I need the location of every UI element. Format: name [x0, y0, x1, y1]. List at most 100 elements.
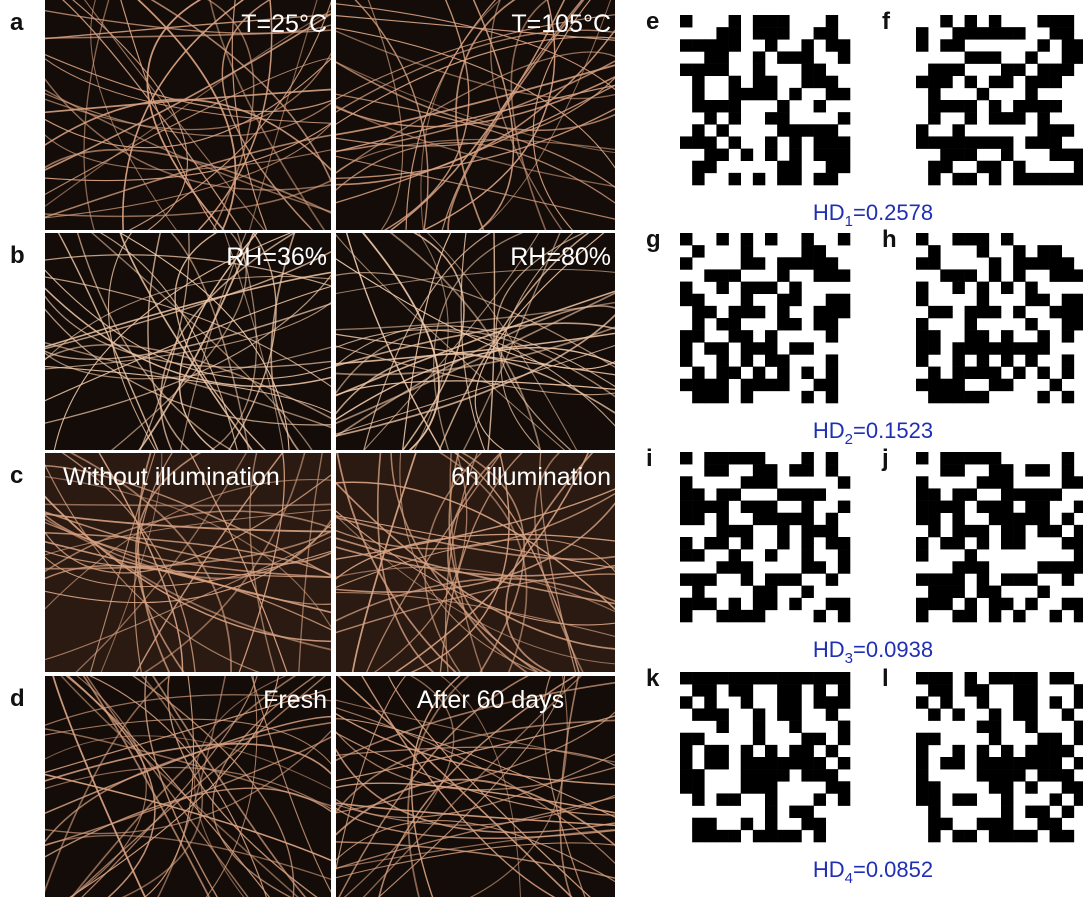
pixel — [729, 306, 741, 318]
pixel — [680, 537, 692, 549]
pixel — [1013, 306, 1025, 318]
pixel — [716, 379, 728, 391]
pixel — [965, 330, 977, 342]
pixel — [1062, 306, 1074, 318]
pixel — [814, 245, 826, 257]
pixel — [729, 793, 741, 805]
pixel — [940, 100, 952, 112]
pixel — [704, 501, 716, 513]
pixel — [704, 149, 716, 161]
pixel — [814, 793, 826, 805]
pixel — [1037, 586, 1049, 598]
pixel — [940, 501, 952, 513]
pixel — [928, 64, 940, 76]
pixel — [1050, 525, 1062, 537]
pixel — [916, 342, 928, 354]
pixel — [838, 501, 850, 513]
pixel — [940, 696, 952, 708]
pixel — [789, 708, 801, 720]
pixel — [965, 452, 977, 464]
pixel — [680, 330, 692, 342]
pixel — [977, 525, 989, 537]
pixel — [753, 513, 765, 525]
pixel — [977, 818, 989, 830]
pixel — [692, 136, 704, 148]
binary-pattern — [916, 672, 1083, 842]
panel-letter: e — [646, 8, 659, 35]
pixel — [777, 100, 789, 112]
pixel — [928, 136, 940, 148]
pixel — [801, 452, 813, 464]
pixel — [977, 745, 989, 757]
pixel — [777, 367, 789, 379]
pixel — [928, 501, 940, 513]
pixel — [965, 15, 977, 27]
pixel — [692, 161, 704, 173]
pixel — [777, 112, 789, 124]
pixel — [916, 696, 928, 708]
pixel — [1025, 696, 1037, 708]
hd-index: 4 — [845, 870, 853, 887]
pixel — [704, 379, 716, 391]
pixel — [1037, 464, 1049, 476]
pixel — [1037, 124, 1049, 136]
pixel — [765, 27, 777, 39]
pixel — [741, 745, 753, 757]
pixel — [716, 501, 728, 513]
pixel — [692, 733, 704, 745]
pixel — [965, 684, 977, 696]
pixel — [1074, 549, 1083, 561]
pixel — [989, 733, 1001, 745]
pixel — [826, 27, 838, 39]
pixel — [928, 342, 940, 354]
pixel — [1001, 488, 1013, 500]
pixel — [1013, 610, 1025, 622]
hd-index: 1 — [845, 213, 853, 230]
pixel — [801, 745, 813, 757]
pixel — [753, 708, 765, 720]
binary-pattern — [680, 452, 850, 622]
pixel — [1050, 100, 1062, 112]
pixel — [1025, 294, 1037, 306]
pixel — [692, 818, 704, 830]
pixel — [680, 573, 692, 585]
pixel — [814, 318, 826, 330]
pixel — [692, 76, 704, 88]
pixel — [704, 830, 716, 842]
pixel — [940, 306, 952, 318]
pixel — [741, 342, 753, 354]
pixel — [928, 306, 940, 318]
pixel — [729, 598, 741, 610]
pixel — [1025, 257, 1037, 269]
pixel — [789, 294, 801, 306]
pixel — [814, 696, 826, 708]
pixel — [1001, 342, 1013, 354]
pixel — [1037, 64, 1049, 76]
pixel — [940, 379, 952, 391]
pixel — [1062, 769, 1074, 781]
pixel — [826, 672, 838, 684]
pixel — [1062, 672, 1074, 684]
pixel — [741, 537, 753, 549]
pixel — [838, 757, 850, 769]
hd-value: =0.1523 — [853, 418, 933, 443]
pixel — [928, 112, 940, 124]
pixel — [692, 100, 704, 112]
pixel — [716, 793, 728, 805]
pixel — [789, 806, 801, 818]
pixel — [989, 586, 1001, 598]
pixel — [916, 733, 928, 745]
pixel — [753, 769, 765, 781]
pixel — [838, 672, 850, 684]
pixel — [741, 769, 753, 781]
hd-symbol: HD — [813, 200, 845, 225]
pixel — [940, 818, 952, 830]
pixel — [814, 769, 826, 781]
pixel — [916, 598, 928, 610]
pixel — [1062, 15, 1074, 27]
pixel — [928, 88, 940, 100]
pixel — [1037, 100, 1049, 112]
pixel — [989, 161, 1001, 173]
pixel — [801, 342, 813, 354]
pixel — [952, 501, 964, 513]
